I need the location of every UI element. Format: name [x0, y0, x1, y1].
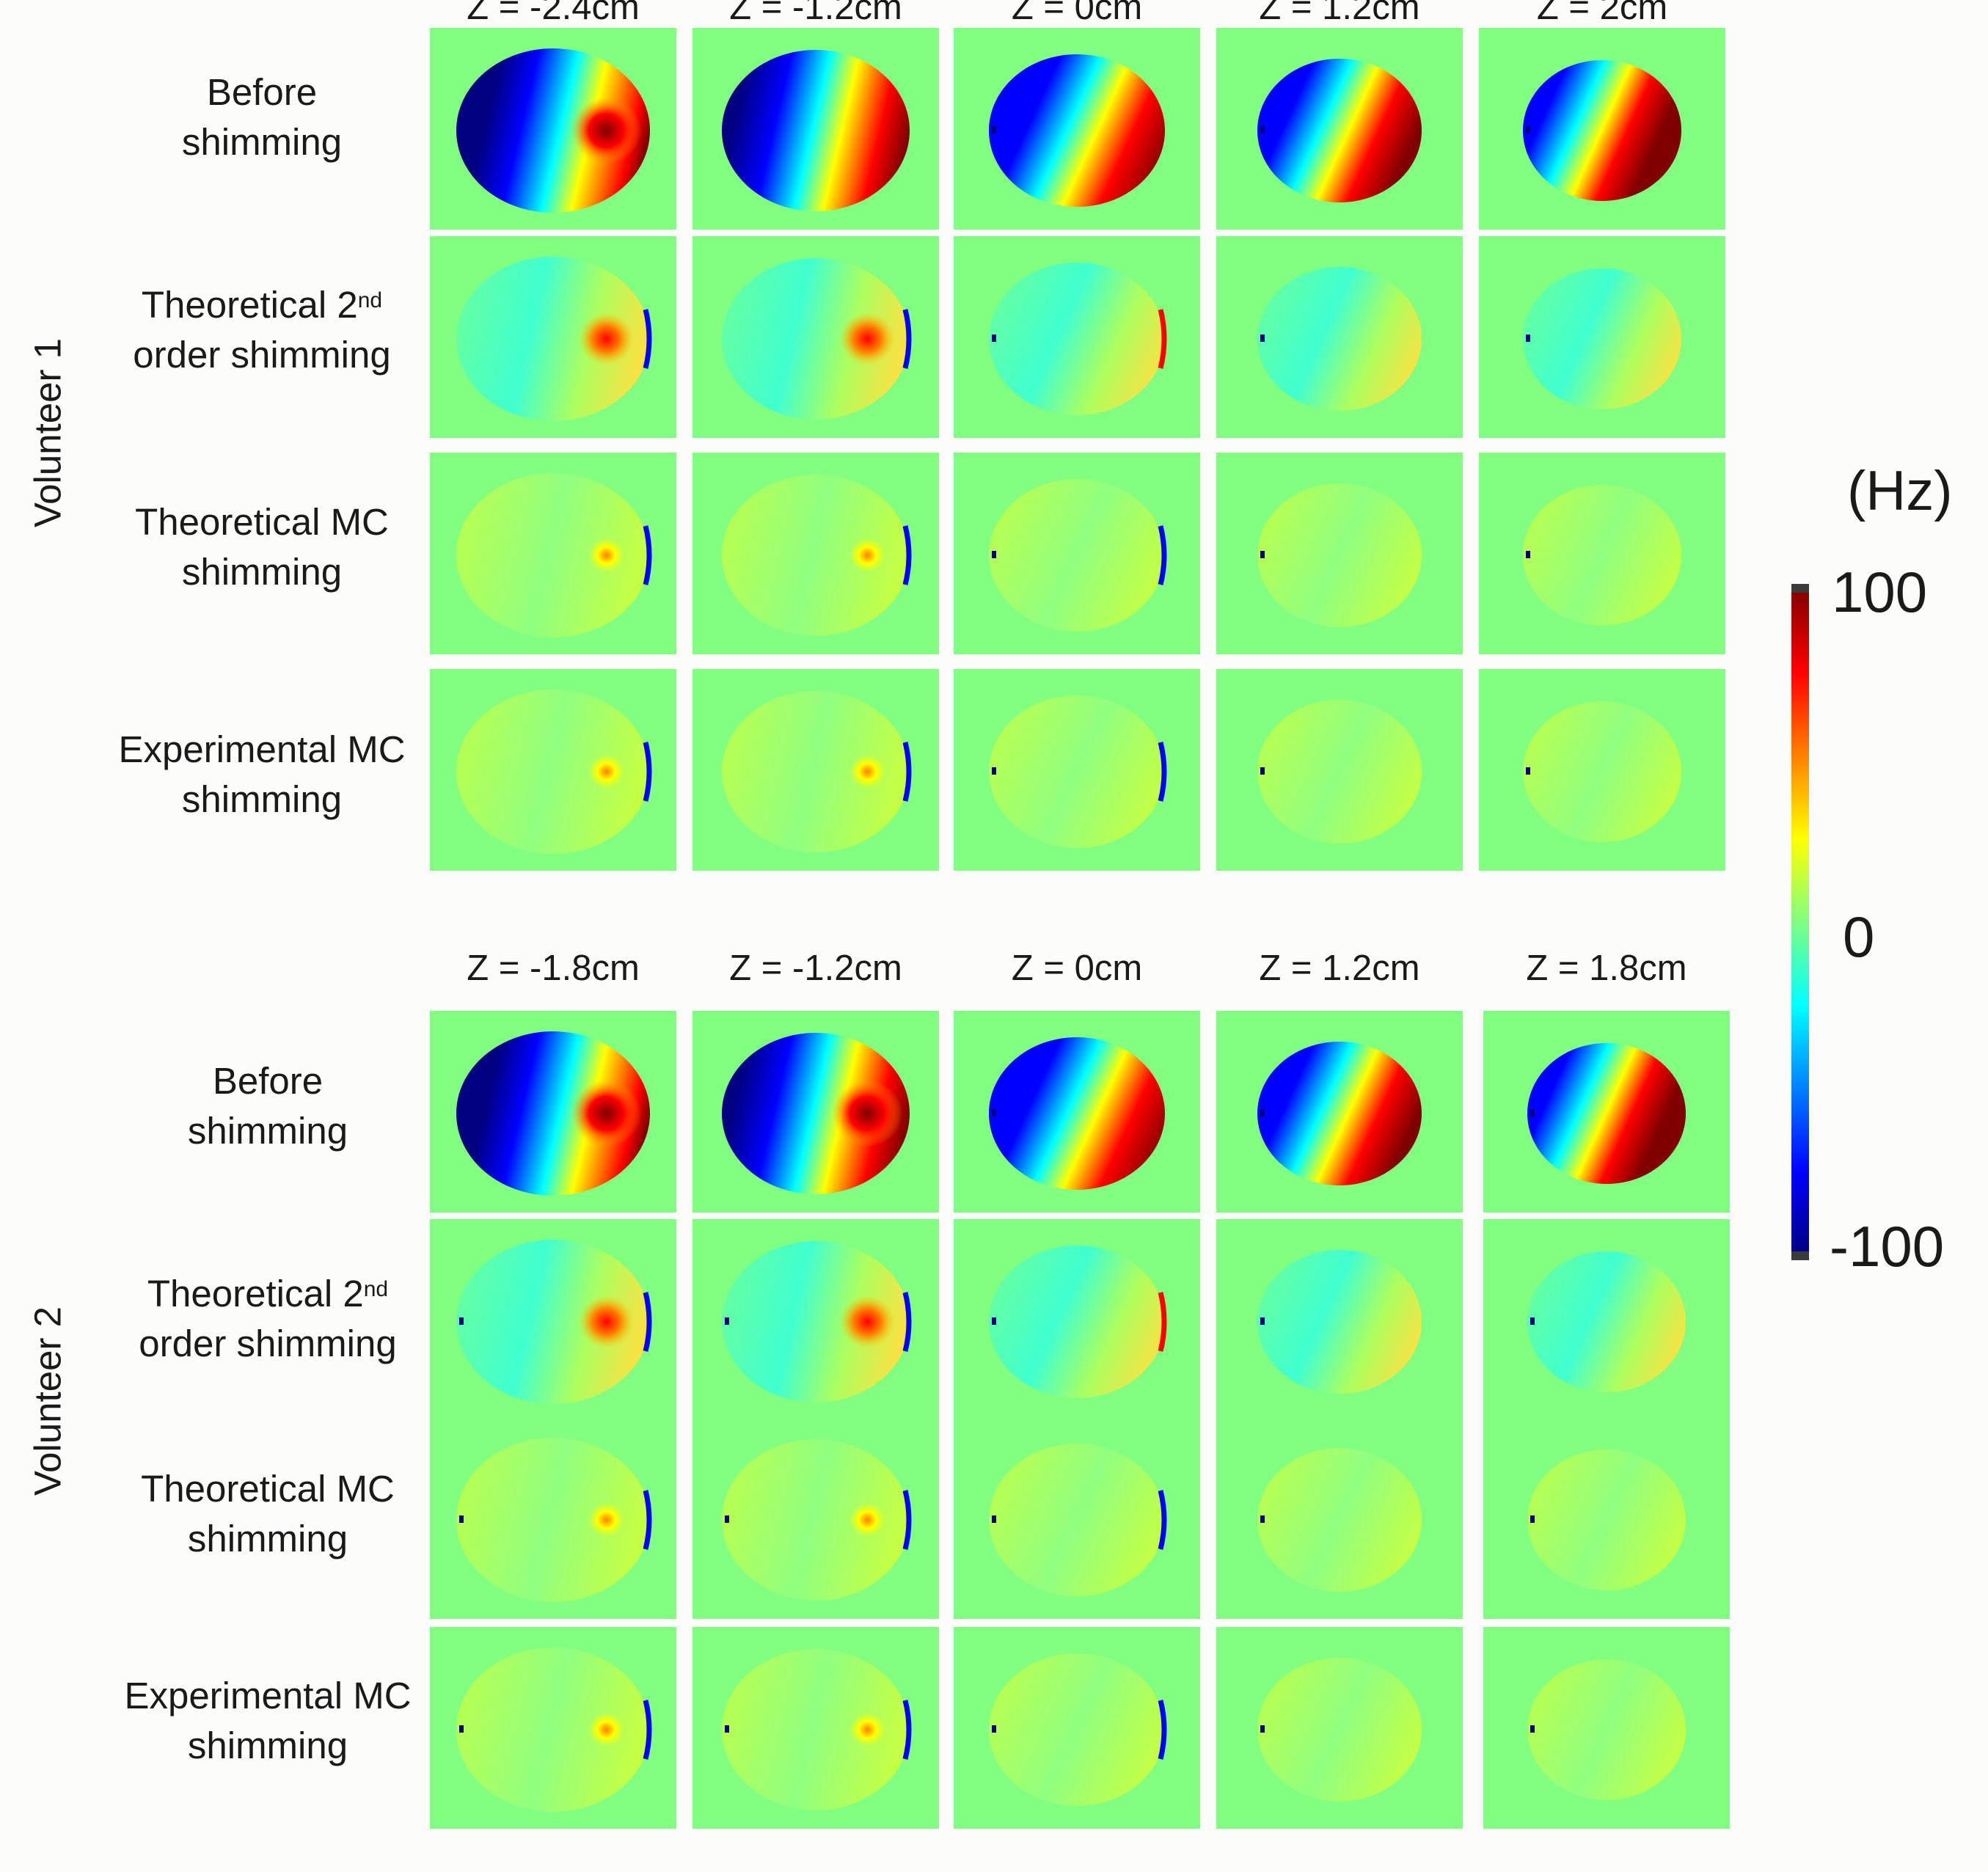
colorbar-bottom-cap: [1791, 1251, 1809, 1260]
fieldmap-v1-r3-c3: [1216, 669, 1463, 871]
fieldmap-v2-r1-c4: [1483, 1219, 1730, 1421]
fieldmap-v2-r2-c1: [692, 1417, 939, 1619]
colorbar-unit: (Hz): [1847, 460, 1953, 522]
fieldmap-v2-r2-c0: [430, 1417, 676, 1619]
fieldmap-v2-r2-c4: [1483, 1417, 1730, 1619]
slice-label-bottom-1: Z = -1.2cm: [729, 948, 902, 988]
fieldmap-v1-r1-c0: [430, 236, 676, 438]
row-label-line2: shimming: [187, 1110, 348, 1152]
fieldmap-v1-r1-c1: [692, 236, 939, 438]
row-label-superscript: nd: [363, 1277, 389, 1301]
slice-label-bottom-3: Z = 1.2cm: [1259, 948, 1420, 988]
slice-label-top-0: Z = -2.4cm: [467, 0, 640, 27]
colorbar-min-label: -100: [1830, 1214, 1945, 1279]
fieldmap-v2-r3-c2: [954, 1627, 1200, 1829]
row-label-v2-2: Theoretical MC shimming: [110, 1464, 425, 1564]
fieldmap-v1-r1-c4: [1479, 236, 1725, 438]
row-label-v2-1: Theoretical 2nd order shimming: [110, 1269, 425, 1369]
row-label-v2-0: Before shimming: [110, 1056, 425, 1156]
volunteer-2-label: Volunteer 2: [26, 1306, 69, 1496]
slice-label-top-4: Z = 2cm: [1536, 0, 1668, 27]
fieldmap-v1-r2-c1: [692, 453, 939, 654]
row-label-line1: Theoretical 2: [141, 284, 358, 326]
row-label-superscript: nd: [357, 288, 383, 312]
row-label-v1-3: Experimental MC shimming: [104, 725, 420, 825]
row-label-line2: shimming: [187, 1725, 348, 1766]
fieldmap-v1-r2-c2: [954, 453, 1200, 654]
row-label-line1: Experimental MC: [124, 1675, 412, 1716]
row-label-line1: Theoretical MC: [135, 501, 389, 543]
fieldmap-v2-r0-c0: [430, 1011, 676, 1213]
row-label-line1: Before: [212, 1060, 324, 1102]
fieldmap-v2-r2-c3: [1216, 1417, 1463, 1619]
slice-label-top-2: Z = 0cm: [1011, 0, 1143, 27]
fieldmap-v1-r2-c4: [1479, 453, 1725, 654]
slice-label-bottom-0: Z = -1.8cm: [467, 948, 640, 988]
row-label-line1: Before: [206, 71, 318, 113]
colorbar-top-cap: [1791, 584, 1809, 593]
fieldmap-v2-r3-c3: [1216, 1627, 1463, 1829]
row-label-v2-3: Experimental MC shimming: [110, 1671, 425, 1771]
fieldmap-v2-r3-c0: [430, 1627, 676, 1829]
volunteer-1-label: Volunteer 1: [26, 337, 69, 528]
fieldmap-v1-r3-c0: [430, 669, 676, 871]
colorbar-mid-label: 0: [1843, 904, 1875, 969]
row-label-line2: shimming: [181, 551, 343, 593]
row-label-line2: order shimming: [139, 1323, 397, 1364]
row-label-line1: Theoretical 2: [147, 1273, 364, 1315]
row-label-v1-1: Theoretical 2nd order shimming: [104, 280, 420, 380]
fieldmap-v1-r3-c2: [954, 669, 1200, 871]
fieldmap-v1-r0-c2: [954, 28, 1200, 230]
row-label-line1: Theoretical MC: [141, 1468, 395, 1510]
fieldmap-v1-r3-c1: [692, 669, 939, 871]
slice-label-top-3: Z = 1.2cm: [1259, 0, 1420, 27]
fieldmap-v2-r0-c4: [1483, 1011, 1730, 1213]
row-label-v1-2: Theoretical MC shimming: [104, 497, 420, 597]
fieldmap-v1-r0-c0: [430, 28, 676, 230]
fieldmap-v2-r0-c1: [692, 1011, 939, 1213]
fieldmap-v2-r0-c2: [954, 1011, 1200, 1213]
fieldmap-v2-r2-c2: [954, 1417, 1200, 1619]
fieldmap-v1-r2-c0: [430, 453, 676, 654]
slice-label-top-1: Z = -1.2cm: [729, 0, 902, 27]
row-label-line2: shimming: [181, 778, 343, 820]
row-label-line1: Experimental MC: [118, 728, 406, 770]
colorbar-max-label: 100: [1832, 560, 1928, 624]
fieldmap-v1-r1-c3: [1216, 236, 1463, 438]
fieldmap-v1-r0-c1: [692, 28, 939, 230]
row-label-v1-0: Before shimming: [104, 67, 420, 167]
fieldmap-v1-r3-c4: [1479, 669, 1725, 871]
fieldmap-v2-r1-c0: [430, 1219, 676, 1421]
fieldmap-v1-r0-c4: [1479, 28, 1725, 230]
fieldmap-v2-r0-c3: [1216, 1011, 1463, 1213]
fieldmap-v2-r1-c3: [1216, 1219, 1463, 1421]
fieldmap-v2-r1-c1: [692, 1219, 939, 1421]
fieldmap-v1-r1-c2: [954, 236, 1200, 438]
fieldmap-v1-r0-c3: [1216, 28, 1463, 230]
fieldmap-v1-r2-c3: [1216, 453, 1463, 654]
row-label-line2: shimming: [187, 1518, 348, 1560]
row-label-line2: order shimming: [133, 334, 391, 376]
fieldmap-v2-r3-c4: [1483, 1627, 1730, 1829]
fieldmap-v2-r1-c2: [954, 1219, 1200, 1421]
row-label-line2: shimming: [181, 121, 343, 163]
slice-label-bottom-4: Z = 1.8cm: [1526, 948, 1687, 988]
colorbar-gradient: [1791, 588, 1809, 1256]
fieldmap-v2-r3-c1: [692, 1627, 939, 1829]
slice-label-bottom-2: Z = 0cm: [1011, 948, 1143, 988]
